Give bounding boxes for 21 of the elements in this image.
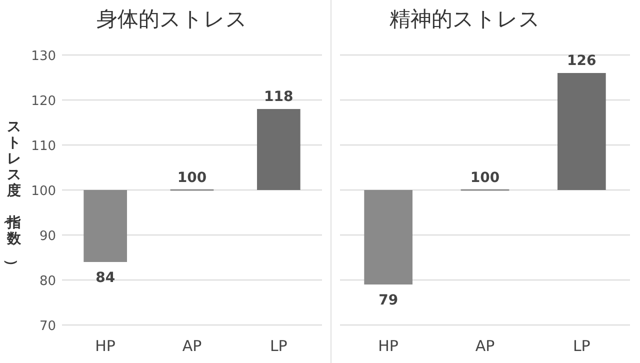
data-label: 100 [470, 170, 500, 186]
y-tick-label: 130 [31, 49, 56, 64]
y-tick-label: 90 [39, 229, 56, 244]
data-label: 100 [177, 170, 207, 186]
x-tick-label: AP [475, 337, 495, 355]
x-tick-label: HP [95, 337, 116, 355]
chart-title: 身体的ストレス [96, 7, 248, 31]
y-tick-label: 70 [39, 319, 56, 334]
x-tick-label: HP [378, 337, 398, 355]
y-tick-label: 120 [31, 94, 56, 109]
y-tick-label: 100 [31, 184, 56, 199]
data-label: 126 [567, 53, 596, 69]
data-label: 79 [378, 292, 398, 308]
chart-title: 精神的ストレス [390, 7, 540, 31]
data-label: 118 [264, 89, 294, 105]
x-tick-label: LP [572, 337, 590, 355]
y-tick-label: 80 [39, 274, 56, 289]
x-tick-label: AP [182, 337, 202, 355]
data-label: 84 [96, 270, 116, 286]
y-tick-label: 110 [31, 139, 56, 154]
x-tick-label: LP [270, 337, 288, 355]
